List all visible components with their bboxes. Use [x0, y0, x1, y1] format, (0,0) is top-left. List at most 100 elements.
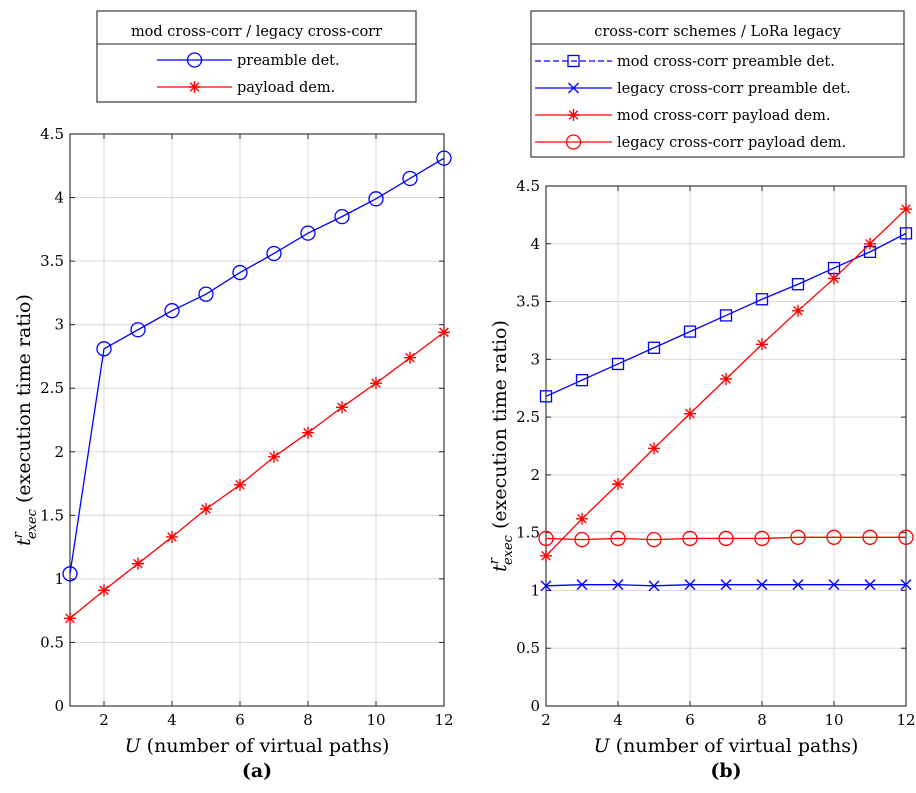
data-point [682, 530, 698, 547]
x-tick-label: 2 [541, 711, 551, 729]
x-axis-label: U (number of virtual paths) [594, 735, 859, 757]
y-axis-label-var: t [489, 564, 511, 572]
data-point [370, 377, 382, 390]
x-axis-label-var: U [594, 735, 611, 757]
data-point [166, 530, 178, 543]
series-4 [538, 529, 914, 548]
chart-a: 2 4 6 8 10 12 0 0.5 1 1.5 2 2.5 3 3.5 4 4.5 U (number of… [11, 10, 454, 782]
legend-label: payload dem. [237, 80, 335, 96]
data-point [864, 579, 876, 591]
y-tick-label: 0 [530, 697, 540, 715]
data-point [130, 322, 146, 338]
x-tick-label: 10 [824, 711, 843, 729]
data-point [900, 579, 912, 591]
data-point [718, 530, 734, 547]
panel-label: (a) [242, 760, 272, 782]
legend: mod cross-corr / legacy cross-corr preamb… [96, 10, 417, 103]
data-point [828, 579, 840, 591]
x-tick-label: 4 [167, 711, 177, 729]
legend-swatch-marker [186, 52, 203, 68]
y-axis-label-var: t [13, 538, 35, 546]
series-line [545, 232, 907, 397]
plot-area [70, 134, 444, 706]
data-point [438, 326, 450, 339]
y-axis-label-sub: exec [501, 534, 516, 565]
data-point [684, 579, 696, 591]
data-point [62, 566, 78, 582]
legend-label: mod cross-corr payload dem. [617, 108, 831, 124]
x-axis-label-text: (number of virtual paths) [610, 735, 859, 757]
y-tick-label: 3.5 [516, 293, 540, 311]
data-point [828, 272, 840, 285]
data-point [755, 293, 769, 306]
data-point [683, 325, 697, 338]
legend-box [96, 10, 417, 103]
legend-entry: mod cross-corr payload dem. [535, 108, 831, 124]
y-tick-label: 3.5 [40, 252, 64, 270]
legend-entry: legacy cross-corr payload dem. [535, 134, 846, 151]
data-point [610, 530, 626, 547]
chart-b: 2 4 6 8 10 12 0 0.5 1 1.5 2 2.5 3 3.5 4 4.5 U (number of… [487, 10, 916, 782]
data-point [96, 341, 112, 357]
data-point [648, 580, 660, 592]
y-tick-label: 2 [54, 443, 64, 461]
y-tick-label: 4 [54, 189, 64, 207]
legend-title: cross-corr schemes / LoRa legacy [594, 24, 841, 40]
y-tick-label: 1.5 [516, 524, 540, 542]
legend-box [530, 10, 905, 158]
legend-label: legacy cross-corr preamble det. [617, 81, 851, 97]
data-point [404, 351, 416, 364]
y-tick-label: 2.5 [516, 408, 540, 426]
axes-box [545, 185, 907, 707]
y-tick-label: 1.5 [40, 506, 64, 524]
x-tick-label: 4 [613, 711, 623, 729]
y-axis-label-text: (execution time ratio) [13, 294, 35, 509]
data-point [611, 357, 625, 371]
data-point [232, 264, 248, 281]
legend-label: mod cross-corr preamble det. [617, 54, 835, 70]
series-line [69, 331, 445, 619]
y-axis-label: trexec (execution time ratio) [487, 320, 516, 572]
x-tick-label: 8 [303, 711, 313, 729]
panel-label: (b) [710, 760, 741, 782]
y-tick-label: 0 [54, 697, 64, 715]
series-3 [540, 203, 912, 562]
data-point [368, 191, 384, 207]
data-point [826, 529, 842, 545]
data-point [64, 612, 76, 625]
data-point [574, 531, 590, 548]
data-point [334, 208, 350, 225]
legend-entry: payload dem. [157, 80, 335, 96]
series-1 [539, 227, 913, 403]
data-point [719, 309, 733, 322]
data-point [336, 401, 348, 414]
data-point [200, 502, 212, 515]
legend-swatch-marker [568, 82, 579, 94]
data-point [646, 531, 662, 548]
x-tick-label: 12 [896, 711, 915, 729]
legend-label: preamble det. [237, 53, 340, 69]
data-point [132, 557, 144, 570]
data-point [538, 530, 554, 547]
x-axis-label-text: (number of virtual paths) [141, 735, 390, 757]
y-tick-label: 0.5 [516, 639, 540, 657]
series-2 [540, 579, 912, 592]
data-point [899, 227, 913, 240]
y-tick-label: 2 [530, 466, 540, 484]
legend-swatch-marker [567, 109, 580, 121]
y-tick-label: 4.5 [516, 177, 540, 195]
data-point [164, 303, 180, 319]
data-point [436, 150, 452, 166]
data-point [792, 579, 804, 591]
plot-area [546, 186, 906, 706]
data-point [684, 407, 696, 420]
y-axis-label-sub: exec [25, 508, 40, 539]
data-point [268, 450, 280, 463]
data-point [720, 579, 732, 591]
data-point [300, 225, 316, 241]
axes-box [69, 133, 445, 707]
data-point [98, 584, 110, 597]
data-point [756, 338, 768, 351]
data-point [576, 512, 588, 525]
